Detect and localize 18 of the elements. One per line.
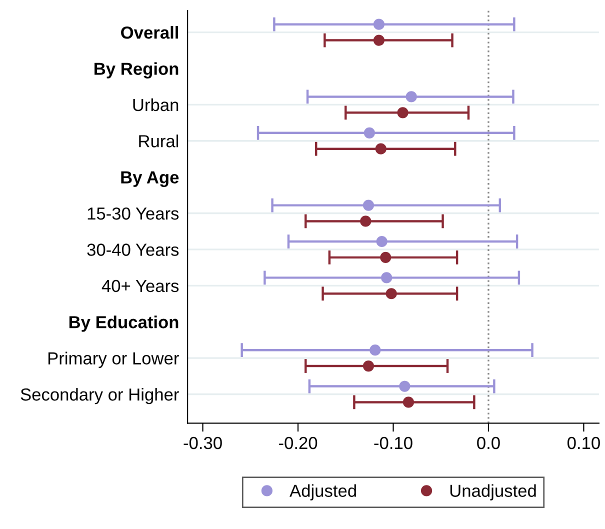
y-tick-label: By Education (69, 316, 178, 332)
legend-label: Adjusted (290, 484, 356, 500)
y-tick-label: Urban (133, 98, 178, 112)
y-tick-label: 30-40 Years (87, 244, 179, 256)
y-tick-label: By Region (94, 62, 178, 78)
x-tick-label: -0.20 (279, 436, 318, 450)
y-tick-label: Rural (139, 134, 178, 148)
x-tick-label: -0.10 (374, 436, 412, 450)
y-tick-label: Primary or Lower (48, 352, 179, 368)
y-tick-label: 40+ Years (102, 280, 179, 292)
x-tick-label: 0.10 (568, 436, 600, 450)
y-tick-label: By Age (121, 171, 179, 188)
legend-label: Unadjusted (450, 484, 536, 500)
x-tick-label: -0.30 (184, 436, 222, 450)
y-tick-label: Overall (121, 26, 178, 39)
y-tick-label: 15-30 Years (88, 207, 179, 220)
x-tick-label: 0.0 (477, 436, 500, 450)
y-tick-label: Secondary or Higher (20, 388, 179, 404)
